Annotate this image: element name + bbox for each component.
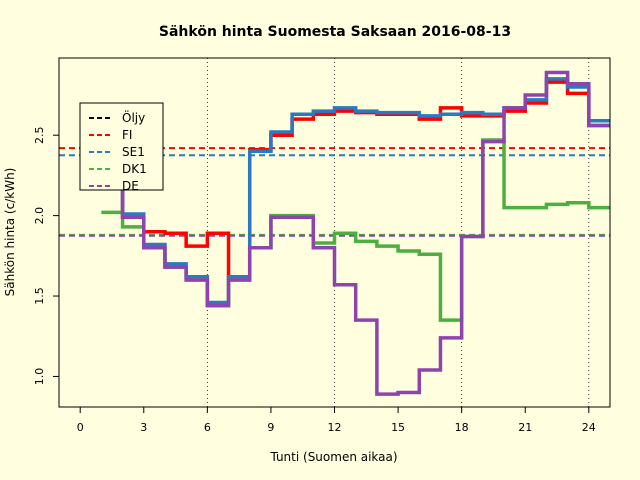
x-tick-label-7: 21	[518, 421, 532, 434]
y-tick-label-1: 1.5	[33, 287, 46, 305]
y-tick-label-2: 2.0	[33, 207, 46, 225]
y-tick-label-3: 2.5	[33, 126, 46, 144]
legend-label-3: DK1	[122, 162, 147, 176]
y-axis: 1.0 1.5 2.0 2.5	[33, 126, 60, 386]
legend-label-2: SE1	[122, 145, 145, 159]
x-tick-label-2: 6	[204, 421, 211, 434]
legend: Öljy FI SE1 DK1 DE	[79, 102, 164, 193]
x-tick-label-5: 15	[391, 421, 405, 434]
x-tick-label-6: 18	[455, 421, 469, 434]
legend-label-1: FI	[122, 128, 132, 142]
series-lines	[101, 70, 610, 396]
legend-label-0: Öljy	[122, 109, 145, 125]
series-line-4	[101, 70, 610, 396]
chart-title: Sähkön hinta Suomesta Saksaan 2016-08-13	[159, 24, 511, 40]
y-tick-label-0: 1.0	[33, 368, 46, 386]
x-tick-label-0: 0	[77, 421, 84, 434]
x-tick-label-3: 9	[267, 421, 274, 434]
x-tick-label-8: 24	[582, 421, 596, 434]
y-axis-label: Sähkön hinta (c/kWh)	[3, 168, 17, 297]
legend-label-4: DE	[122, 179, 139, 193]
x-axis-label: Tunti (Suomen aikaa)	[269, 450, 397, 464]
x-axis: 0 3 6 9 12 15 18 21 24	[77, 406, 596, 434]
x-tick-label-4: 12	[328, 421, 342, 434]
x-tick-label-1: 3	[140, 421, 147, 434]
